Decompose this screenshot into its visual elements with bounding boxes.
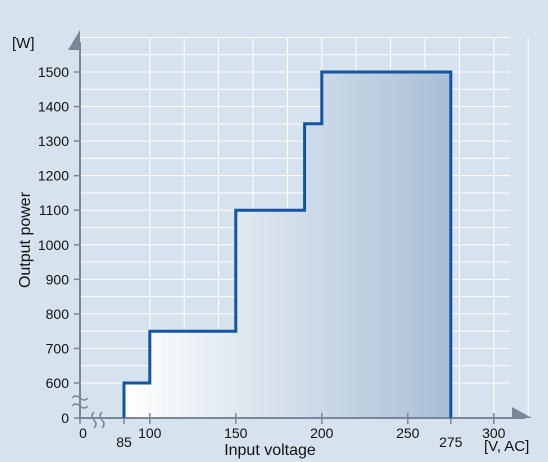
y-tick-label: 1100: [39, 202, 69, 218]
axis-break-marks: [71, 395, 105, 429]
x-tick-label: 300: [482, 425, 506, 441]
power-curve-line: [122, 70, 453, 418]
x-unit-label: [V, AC]: [484, 438, 529, 455]
x-tick-label: 0: [79, 425, 87, 441]
y-tick-label: 900: [46, 271, 70, 287]
x-tick-label: 100: [138, 425, 162, 441]
x-axis-title: Input voltage: [224, 442, 316, 459]
x-tick-marks: [79, 413, 495, 424]
y-tick-labels: 0 600 700 800 900 1000 1100 1200 1300 1400 1500: [38, 64, 69, 426]
y-tick-label: 1000: [38, 237, 69, 253]
x-tick-label: 150: [224, 425, 248, 441]
x-tick-label: 200: [310, 425, 334, 441]
y-tick-label: 600: [46, 375, 70, 391]
y-tick-label: 0: [61, 410, 69, 426]
y-axis-arrow: [68, 30, 80, 50]
y-tick-label: 800: [46, 306, 70, 322]
y-tick-label: 700: [46, 340, 70, 356]
y-tick-label: 1400: [38, 99, 69, 115]
x-axis-break-icon: [91, 411, 105, 429]
y-axis-title: Output power: [17, 191, 34, 288]
y-tick-marks: [74, 71, 80, 419]
x-tick-label: 250: [396, 425, 420, 441]
y-tick-label: 1300: [38, 133, 69, 149]
x-axis-arrow: [512, 407, 532, 418]
y-axis-break-icon: [71, 395, 89, 409]
x-tick-label: 85: [116, 434, 132, 450]
y-tick-label: 1200: [38, 168, 69, 184]
y-unit-label: [W]: [12, 35, 35, 52]
x-tick-labels: 0 85 100 150 200 250 275 300: [79, 425, 506, 450]
axes: [68, 30, 532, 420]
x-tick-label: 275: [439, 434, 463, 450]
y-tick-label: 1500: [38, 64, 69, 80]
